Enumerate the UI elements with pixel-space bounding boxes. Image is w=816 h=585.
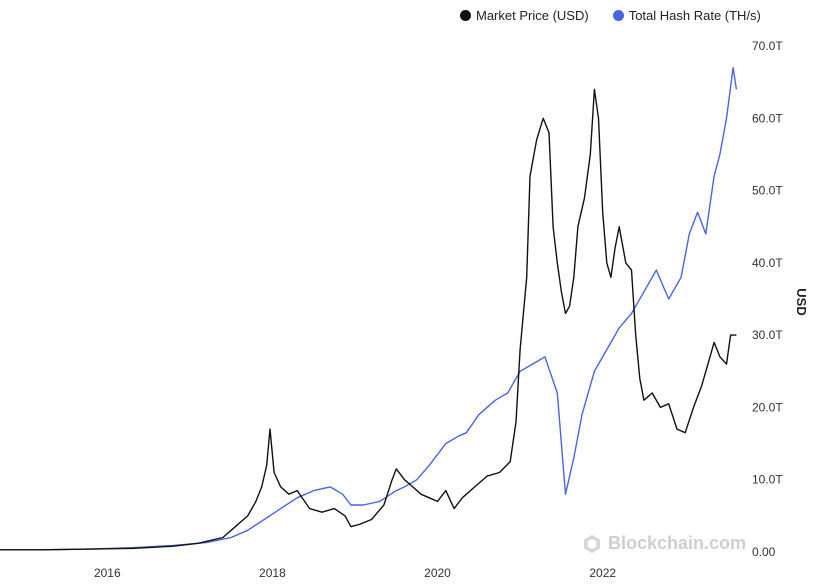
watermark-text: Blockchain.com [608, 533, 747, 553]
market-price-line[interactable] [0, 88, 737, 551]
x-axis-ticks: 2016 2018 2020 2022 [94, 566, 616, 580]
y-tick-label: 0.00 [752, 545, 776, 559]
y-tick-label: 10.0T [752, 473, 783, 487]
legend-item-market-price[interactable]: Market Price (USD) [460, 8, 589, 23]
chart-legend: Market Price (USD) Total Hash Rate (TH/s… [460, 8, 761, 23]
y-tick-label: 60.0T [752, 111, 783, 125]
market-price-dot-icon [460, 10, 471, 21]
hash-rate-line[interactable] [0, 67, 738, 551]
series-layer [0, 67, 738, 551]
legend-label-market-price: Market Price (USD) [476, 8, 589, 23]
legend-label-hash-rate: Total Hash Rate (TH/s) [628, 8, 761, 23]
x-tick-label: 2016 [94, 566, 121, 580]
hash-rate-dot-icon [612, 10, 624, 21]
y-tick-label: 30.0T [752, 328, 783, 342]
x-tick-label: 2018 [259, 566, 286, 580]
blockchain-logo-icon [584, 534, 600, 553]
y-tick-label: 20.0T [752, 400, 783, 414]
y-axis-ticks: 0.00 10.0T 20.0T 30.0T 40.0T 50.0T 60.0T 70.0T [752, 39, 783, 559]
x-tick-label: 2022 [589, 566, 616, 580]
y-tick-label: 50.0T [752, 184, 783, 198]
y-tick-label: 40.0T [752, 256, 783, 270]
y-axis-label: USD [794, 288, 809, 315]
legend-item-hash-rate[interactable]: Total Hash Rate (TH/s) [612, 8, 761, 23]
y-tick-label: 70.0T [752, 39, 783, 53]
x-tick-label: 2020 [424, 566, 451, 580]
watermark: Blockchain.com [582, 533, 746, 554]
